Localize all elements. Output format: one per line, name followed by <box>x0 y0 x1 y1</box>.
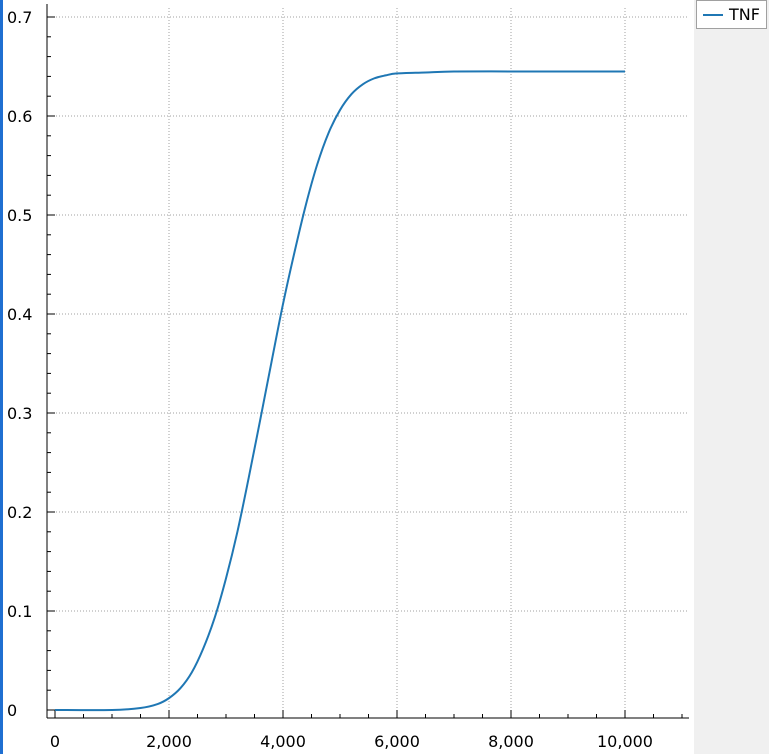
x-tick-label: 8,000 <box>488 732 534 751</box>
y-tick-label: 0.3 <box>7 404 32 423</box>
y-tick-label: 0.7 <box>7 8 32 27</box>
x-tick-label: 4,000 <box>260 732 306 751</box>
x-tick-label: 6,000 <box>374 732 420 751</box>
legend-swatch <box>703 13 723 16</box>
y-tick-label: 0.2 <box>7 503 32 522</box>
legend-label-tnf: TNF <box>729 5 760 24</box>
legend: TNF <box>696 0 767 29</box>
y-tick-label: 0.6 <box>7 107 32 126</box>
x-tick-label: 2,000 <box>146 732 192 751</box>
y-tick-label: 0.4 <box>7 305 32 324</box>
series-line-tnf <box>54 70 625 712</box>
x-tick-label: 0 <box>50 732 60 751</box>
plot-area: 0 0.1 0.2 0.3 0.4 0.5 0.6 0.7 0 2,000 4,000 6,000 8,… <box>0 0 694 754</box>
line-chart: 0 0.1 0.2 0.3 0.4 0.5 0.6 0.7 0 2,000 4,000 6,000 8,… <box>7 4 689 751</box>
y-tick-label: 0.1 <box>7 602 32 621</box>
x-tick-label: 10,000 <box>597 732 653 751</box>
y-tick-label: 0.5 <box>7 206 32 225</box>
y-tick-label: 0 <box>7 701 17 720</box>
